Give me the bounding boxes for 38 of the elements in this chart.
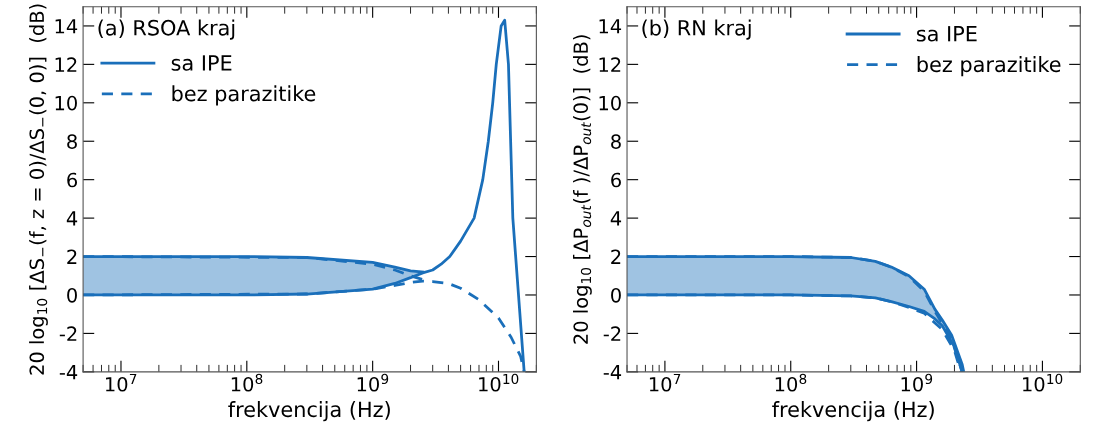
x-axis-title: frekvencija (Hz) [772,401,934,422]
x-tick-label: 10$^{10}$ [1023,373,1063,392]
y-tick-label: 6 [611,172,621,188]
text: (a) RSOA kraj [98,19,235,40]
y-tick-label: -4 [59,365,78,380]
x-tick-label: 10$^{8}$ [231,373,263,392]
text: (b) RN kraj [642,19,751,40]
y-tick-label: -2 [603,326,621,341]
x-axis-title: frekvencija (Hz) [228,401,390,422]
x-tick-label: 10$^{9}$ [357,373,389,392]
y-tick-label: 6 [67,172,78,188]
y-tick-label: 8 [67,134,77,149]
legend-label: bez parazitike [172,85,316,106]
y-tick-label: 10 [55,95,77,111]
y-tick-label: 0 [611,287,621,303]
y-tick-label: 0 [67,287,77,303]
legend-label: bez parazitike [917,56,1061,77]
x-tick-label: 10$^{7}$ [106,373,137,392]
y-tick-label: 4 [66,211,78,226]
y-tick-label: -2 [59,326,77,341]
y-tick-label: 14 [599,19,622,34]
x-tick-label: 10$^{7}$ [649,373,681,392]
y-tick-label: 8 [611,134,621,149]
y-tick-label: 2 [67,249,77,264]
y-tick-label: 14 [55,19,78,34]
y-tick-label: 12 [599,57,621,72]
y-axis-title: 20 log$_{10}$ [ΔP$_{out}$(f )/ΔP$_{out}$(0)] (dB) [573,35,592,344]
y-axis-title: 20 log$_{10}$ [ΔS$_{−}$(f, z = 0)/ΔS$_{−}$(0, 0)] (dB) [29,4,48,375]
legend-label: sa IPE [916,26,977,42]
y-tick-label: 12 [55,57,77,72]
x-tick-label: 10$^{10}$ [479,373,519,392]
x-tick-label: 10$^{8}$ [775,373,807,392]
x-tick-label: 10$^{9}$ [901,373,933,392]
y-tick-label: 2 [611,249,621,264]
y-tick-label: -4 [603,365,622,380]
y-tick-label: 10 [599,95,621,111]
y-tick-label: 4 [610,211,622,226]
legend-label: sa IPE [171,55,232,71]
